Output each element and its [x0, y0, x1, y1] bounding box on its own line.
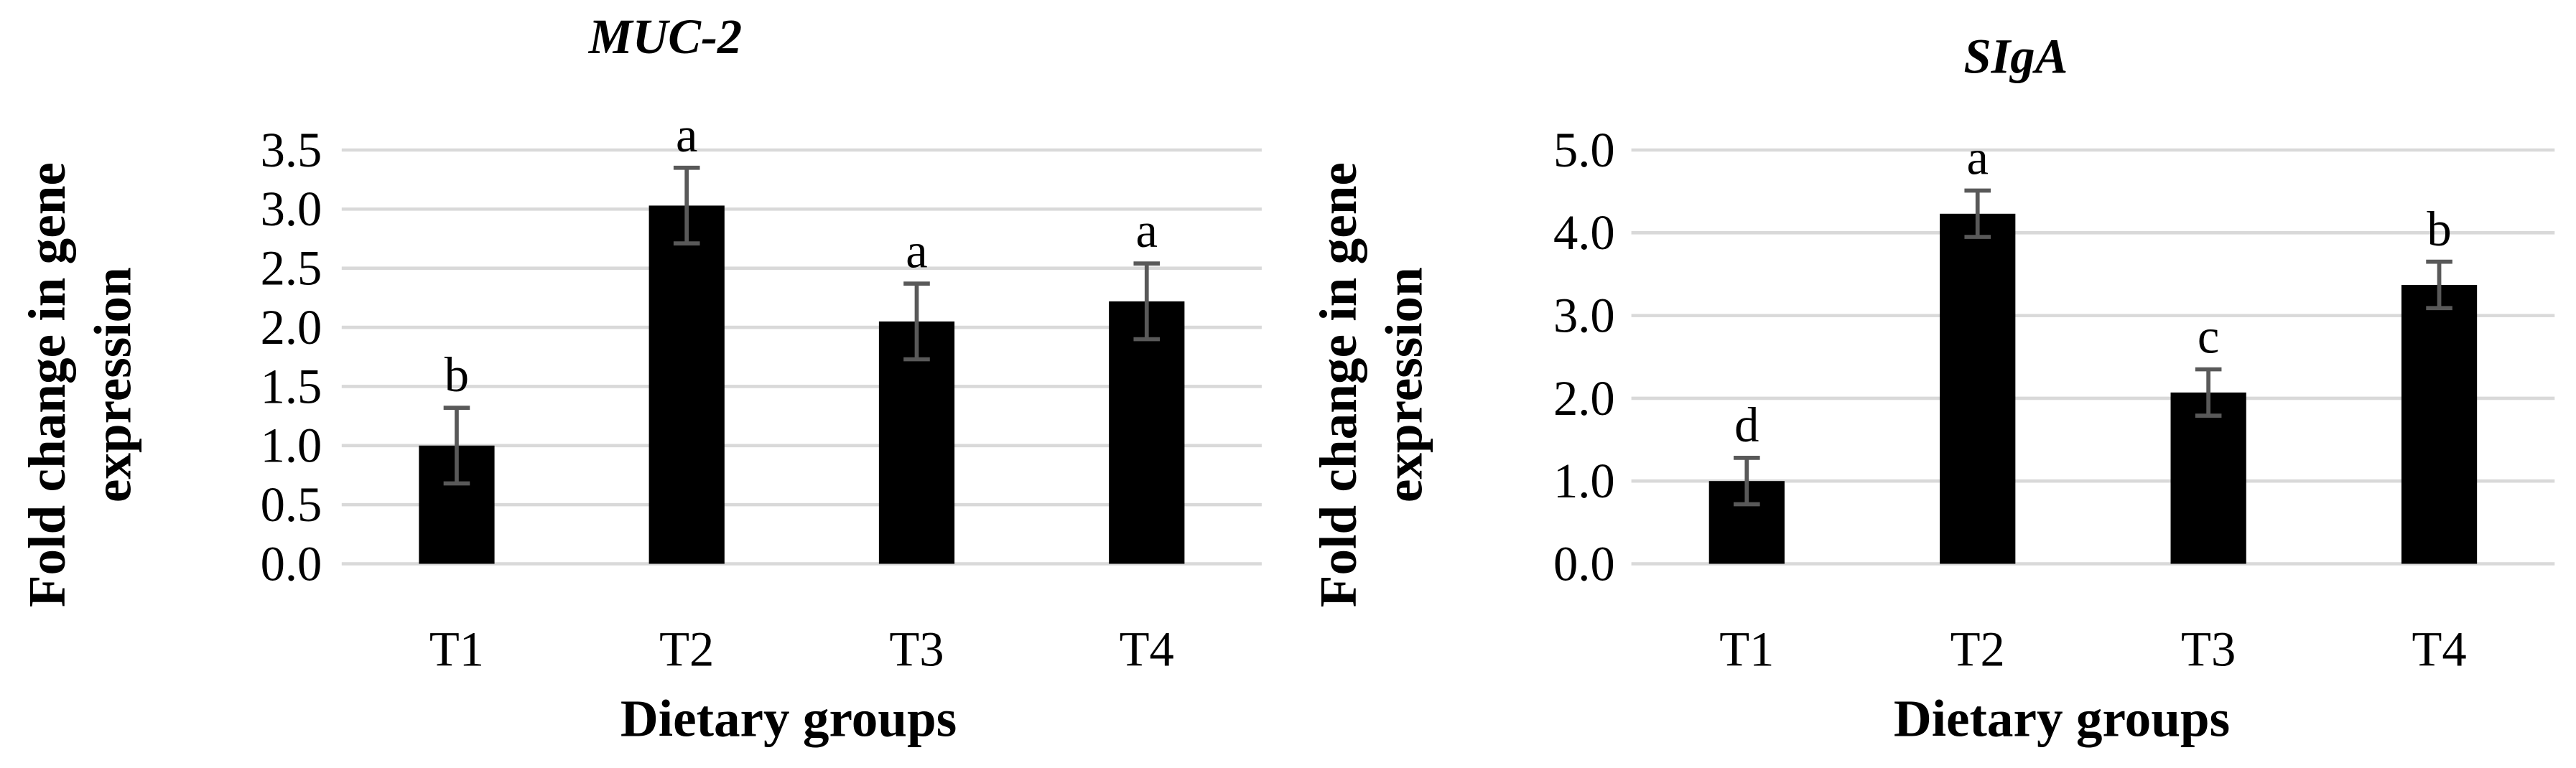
x-tick-label: T2	[1950, 622, 2005, 676]
x-axis-label: Dietary groups	[1894, 690, 2230, 748]
bar	[1940, 213, 2016, 564]
x-tick-label: T1	[1719, 622, 1774, 676]
bar	[648, 205, 725, 564]
y-tick-label: 0.0	[261, 536, 322, 591]
y-tick-label: 1.0	[1553, 454, 1615, 508]
y-axis-label: Fold change in gene	[18, 162, 76, 607]
significance-letter: a	[1967, 131, 1989, 185]
y-tick-label: 0.0	[1553, 536, 1615, 591]
significance-letter: c	[2198, 309, 2219, 364]
x-tick-label: T4	[2412, 622, 2466, 676]
y-tick-label: 1.5	[261, 359, 322, 413]
y-tick-label: 3.0	[1553, 288, 1615, 342]
x-tick-label: T1	[429, 622, 484, 676]
x-tick-label: T3	[2181, 622, 2236, 676]
y-tick-label: 3.0	[261, 182, 322, 236]
y-tick-label: 5.0	[1553, 123, 1615, 177]
significance-letter: b	[2427, 202, 2451, 256]
x-tick-label: T4	[1120, 622, 1174, 676]
chart-title: SIgA	[1963, 29, 2068, 83]
bar	[1109, 301, 1185, 564]
y-tick-label: 0.5	[261, 477, 322, 532]
x-axis-label: Dietary groups	[620, 690, 957, 748]
bar	[2401, 284, 2478, 564]
y-tick-label: 3.5	[261, 123, 322, 177]
significance-letter: b	[445, 347, 469, 402]
chart-title: MUC-2	[588, 9, 742, 64]
significance-letter: a	[906, 223, 927, 278]
y-axis-label: Fold change in gene	[1309, 162, 1367, 607]
y-axis-label: expression	[1375, 267, 1433, 502]
bar	[2170, 392, 2246, 564]
x-tick-label: T2	[659, 622, 714, 676]
y-tick-label: 1.0	[261, 418, 322, 473]
x-tick-label: T3	[889, 622, 944, 676]
y-tick-label: 2.0	[1553, 371, 1615, 426]
significance-letter: a	[676, 108, 697, 162]
y-axis-label: expression	[84, 267, 142, 502]
y-tick-label: 2.0	[261, 300, 322, 355]
bar	[878, 321, 955, 564]
significance-letter: a	[1136, 203, 1158, 258]
y-tick-label: 4.0	[1553, 205, 1615, 260]
y-tick-label: 2.5	[261, 241, 322, 296]
significance-letter: d	[1734, 398, 1759, 452]
